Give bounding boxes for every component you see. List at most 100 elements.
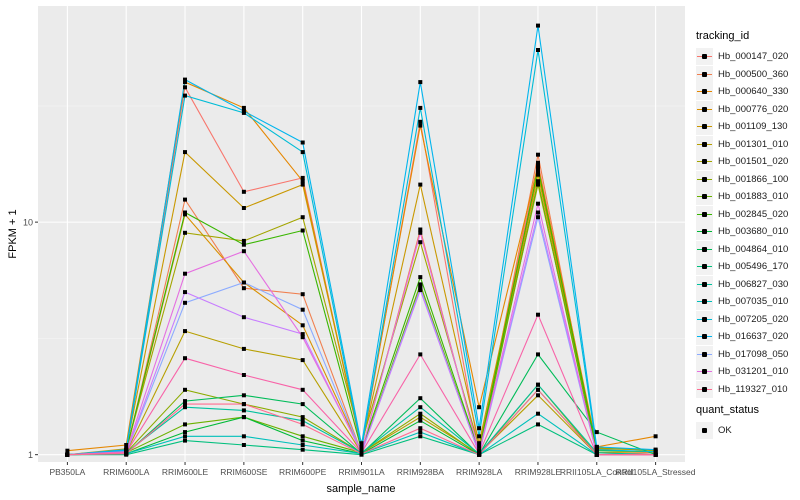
data-point xyxy=(300,179,305,184)
data-point xyxy=(536,393,540,398)
legend-key-icon xyxy=(696,275,713,293)
data-point xyxy=(594,430,599,435)
data-point xyxy=(418,282,423,287)
data-point xyxy=(536,215,540,220)
data-point xyxy=(536,312,540,317)
data-point xyxy=(241,373,246,377)
y-axis-title: FPKM + 1 xyxy=(7,209,19,258)
data-point xyxy=(183,80,187,85)
data-point xyxy=(241,443,246,447)
data-point xyxy=(241,242,246,247)
x-axis: PB350LA RRIM600LA RRIM600LE RRIM600SE RRIM60… xyxy=(49,462,696,477)
data-point xyxy=(594,452,599,457)
data-point xyxy=(241,402,246,407)
legend-item: Hb_016637_020 xyxy=(690,328,798,346)
legend-key-icon xyxy=(696,100,713,118)
x-tick-label: RRII105LA_Stressed xyxy=(616,467,696,477)
data-point xyxy=(183,405,187,410)
point-key-icon xyxy=(696,422,713,440)
data-point xyxy=(536,179,540,184)
x-tick-label: RRIM928BA xyxy=(397,467,445,477)
legend-label: Hb_016637_020 xyxy=(718,331,789,343)
legend-item: Hb_002845_020 xyxy=(690,205,798,224)
x-tick-label: RRIM600LA xyxy=(103,467,150,477)
legend-item: Hb_001866_100 xyxy=(690,170,798,189)
legend-label: Hb_000500_360 xyxy=(718,68,789,80)
x-tick-label: RRIM600SE xyxy=(220,467,268,477)
legend-key-icon xyxy=(696,83,713,101)
y-axis: 1 10 xyxy=(23,218,38,460)
data-point xyxy=(241,189,246,194)
data-point xyxy=(241,280,246,285)
data-point xyxy=(241,393,246,398)
data-point xyxy=(418,430,423,435)
legend-key-icon xyxy=(696,310,713,328)
legend-item: Hb_001109_130 xyxy=(690,118,798,136)
data-point xyxy=(536,169,540,174)
data-point xyxy=(418,288,423,293)
data-point xyxy=(300,418,305,423)
legend-items: Hb_000147_020 Hb_000500_360 Hb_000640_330 H… xyxy=(690,48,798,398)
data-point xyxy=(536,163,540,168)
data-point xyxy=(300,434,305,439)
data-point xyxy=(536,201,540,206)
legend-label: Hb_001109_130 xyxy=(718,121,788,133)
data-point xyxy=(418,105,423,110)
legend-label: Hb_000776_020 xyxy=(718,103,789,115)
legend-item: Hb_001501_020 xyxy=(690,153,798,171)
data-point xyxy=(183,290,187,295)
data-point xyxy=(418,405,423,410)
data-point xyxy=(183,438,187,443)
legend-label: Hb_004864_010 xyxy=(718,243,789,255)
legend-key-icon xyxy=(696,258,713,276)
data-point xyxy=(300,140,305,145)
data-point xyxy=(241,249,246,254)
data-point xyxy=(594,444,599,449)
data-point xyxy=(536,382,540,387)
data-point xyxy=(65,448,70,453)
data-point xyxy=(418,352,423,357)
data-point xyxy=(536,387,540,392)
data-point xyxy=(300,402,305,407)
data-point xyxy=(183,399,187,404)
legend-label: Hb_017098_050 xyxy=(718,348,789,360)
shape-legend-title: quant_status xyxy=(696,404,759,416)
data-point xyxy=(300,175,305,180)
x-tick-label: RRIM928LE xyxy=(515,467,562,477)
data-point xyxy=(418,119,423,124)
data-point xyxy=(653,434,658,439)
data-point xyxy=(300,215,305,220)
legend-key-icon xyxy=(696,205,713,223)
data-point xyxy=(300,182,305,187)
data-point xyxy=(124,451,129,456)
data-point xyxy=(300,387,305,392)
data-point xyxy=(477,452,482,457)
legend-label: Hb_007035_010 xyxy=(718,296,789,308)
data-point xyxy=(300,415,305,420)
data-point xyxy=(183,93,187,98)
data-point xyxy=(477,441,482,446)
data-point xyxy=(536,182,540,187)
data-point xyxy=(536,172,540,177)
data-point xyxy=(183,77,187,82)
data-point xyxy=(418,418,423,423)
legend-title: tracking_id xyxy=(696,30,750,42)
data-point xyxy=(594,447,599,452)
legend-label: Hb_005496_170 xyxy=(718,261,789,273)
legend-key-icon xyxy=(696,188,713,206)
x-tick-label: RRIM600LE xyxy=(162,467,209,477)
data-point xyxy=(241,109,246,114)
data-point xyxy=(183,422,187,427)
data-point xyxy=(300,443,305,447)
data-point xyxy=(359,443,364,447)
data-point xyxy=(183,85,187,90)
legend-key-icon xyxy=(696,293,713,311)
data-point xyxy=(300,422,305,427)
data-point xyxy=(418,426,423,431)
legend-item: Hb_007205_020 xyxy=(690,310,798,329)
data-point xyxy=(300,323,305,328)
legend-item: Hb_003680_010 xyxy=(690,223,798,241)
data-point xyxy=(241,315,246,320)
legend-key-icon xyxy=(696,135,713,153)
